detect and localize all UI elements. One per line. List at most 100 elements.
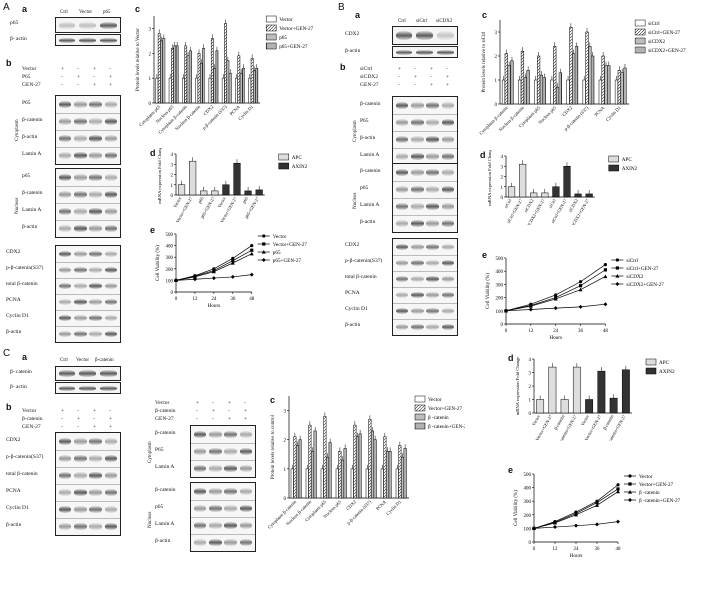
- y-tick-label: 1: [171, 184, 174, 189]
- x-tick-label: 0: [175, 297, 178, 302]
- B-cyto_rows-band-2-0: [395, 136, 409, 143]
- bar-2-2: [326, 456, 329, 499]
- B-whole_rows-band-2-0: [395, 275, 409, 283]
- bar-3-7: [255, 67, 259, 104]
- y-tick-label: 400: [496, 270, 504, 275]
- y-tick-label: 200: [524, 514, 532, 519]
- B-b-treat-label-0: siCtrl: [360, 66, 373, 72]
- A-cyto_rows-band-3-2: [89, 152, 103, 159]
- bar-5: [597, 370, 606, 414]
- C-cyto_rows-band-2-0: [193, 465, 207, 472]
- legend-label-3: p65+GEN-27: [273, 258, 302, 264]
- B-whole_rows-band-1-2: [426, 259, 440, 267]
- bar-2-5: [226, 60, 230, 104]
- C-whole_rows-label-2: total β-catenin: [6, 470, 38, 477]
- bar-1: [548, 366, 557, 414]
- C-d-chart: 0 1 2 3 4 mRNA expression Fold Change Vector Ve…: [515, 357, 675, 441]
- bar-3-2: [189, 50, 192, 104]
- legend-swatch-2: [265, 33, 277, 41]
- C-whole_rows-band-3-3: [104, 489, 118, 496]
- series-point-2-4: [249, 251, 254, 256]
- A-nuc_rows-label-1: β-catenin: [22, 189, 43, 196]
- C-whole_rows-band-4-0: [58, 506, 72, 513]
- C-b-sign-0-3: -: [244, 400, 246, 406]
- B-a-blot-row-1: [392, 46, 458, 58]
- bar-0: [177, 184, 186, 196]
- x-tick-label: p65: [197, 195, 205, 204]
- B-cyto_rows-band-0-2: [426, 102, 440, 109]
- bar-3-5: [373, 439, 377, 499]
- C-whole_rows-band-2-3: [104, 472, 118, 479]
- C-b-sign-1-1: +: [77, 416, 81, 422]
- A-a-header-1: Vector: [79, 10, 93, 15]
- B-b-sign-1-3: +: [446, 74, 450, 80]
- A-b-sign-0-0: +: [61, 66, 65, 72]
- A-cyto_rows-band-2-3: [104, 135, 118, 142]
- series-point-3-4: [249, 272, 254, 277]
- y-tick-label: 2: [501, 176, 504, 181]
- A-a-label: a: [22, 4, 28, 14]
- A-whole_rows-band-0-3: [104, 250, 118, 258]
- B-whole_rows-band-3-2: [426, 291, 440, 299]
- C-a-row-label-0: β- catenin: [10, 369, 32, 375]
- B-cyto_rows-band-2-1: [410, 136, 424, 143]
- bar-2-7: [401, 456, 404, 499]
- B-a-header-2: siCDX2: [436, 19, 453, 24]
- C-b-sign-0-3: -: [109, 408, 111, 414]
- B-b-sign-2-3: +: [446, 82, 450, 88]
- x-tick-label: siCtrl: [503, 197, 513, 209]
- A-nuc_rows-band-3-3: [104, 225, 118, 232]
- series-point-3-3: [578, 304, 583, 309]
- A-nuc_rows-band-3-2: [89, 225, 103, 232]
- legend-label-1: siCtrl+GEN-27: [626, 266, 658, 272]
- legend-marker-0: [262, 234, 266, 238]
- bar-2: [560, 399, 569, 414]
- bar-1-2: [184, 45, 188, 104]
- A-whole_rows-label-1: p-β-catenin(S37): [6, 265, 44, 271]
- A-b-sign-0-2: +: [93, 66, 97, 72]
- C-e-chart: 0 100 200 300 400 500 0 12 24 36 48 Hours Cell Viabi…: [514, 473, 681, 559]
- bar-1-2: [323, 416, 327, 499]
- legend-label-0: APC: [622, 157, 633, 163]
- y-axis-title: Protein levels relative to Vector: [136, 28, 141, 91]
- panel-B-label: B: [338, 2, 345, 13]
- A-nuc_rows-sep-2: [56, 203, 120, 204]
- C-b-sign-1-3: +: [109, 416, 113, 422]
- A-b-sign-1-3: +: [109, 74, 113, 80]
- series-point-2-3: [230, 261, 235, 265]
- B-cyto_rows-sep-3: [393, 148, 457, 149]
- B-whole_rows-sep-4: [393, 303, 457, 304]
- A-whole_rows-label-3: PCNA: [6, 297, 21, 303]
- A-nuc_rows-band-1-3: [104, 191, 118, 198]
- B-cyto_rows-sep-1: [393, 114, 457, 115]
- A-nuc_rows-label-0: p65: [22, 172, 31, 179]
- legend-swatch-2: [414, 413, 426, 421]
- A-nuc_rows-label-2: Lamin A: [22, 206, 42, 213]
- B-nuc_rows-band-0-3: [441, 169, 455, 176]
- C-cyto_rows-band-0-1: [208, 431, 222, 438]
- y-tick-label: 500: [496, 257, 504, 262]
- series-point-0-3: [578, 280, 583, 284]
- A-b-sign-0-1: -: [77, 66, 79, 72]
- bar-0-1: [168, 77, 172, 104]
- series-point-2-2: [574, 512, 578, 517]
- x-tick-label: Vector: [172, 196, 182, 209]
- y-tick-label: 1: [149, 77, 152, 82]
- bar-3-3: [202, 48, 206, 104]
- A-nuc_rows-sep-1: [56, 186, 120, 187]
- legend-label-3: β -catenin+GEN-27: [639, 498, 681, 504]
- legend-swatch-0: [645, 358, 657, 366]
- bar-0-6: [235, 77, 238, 104]
- bar-0-4: [350, 468, 354, 499]
- bar-2-6: [386, 451, 389, 499]
- C-whole_rows-sep-4: [56, 501, 120, 502]
- C-cyto_rows-band-1-3: [239, 448, 253, 455]
- A-whole_rows-label-2: total β-catenin: [6, 281, 38, 287]
- B-b-sign-2-1: -: [414, 82, 416, 88]
- A-b-sign-1-1: +: [77, 74, 81, 80]
- x-tick-label: siCDX2: [567, 198, 579, 213]
- legend-label-0: Vector: [279, 17, 293, 23]
- C-nuc_rows-band-2-2: [224, 522, 238, 529]
- A-cyto_rows-band-3-3: [104, 152, 118, 159]
- C-nuc_rows-band-2-0: [193, 522, 207, 529]
